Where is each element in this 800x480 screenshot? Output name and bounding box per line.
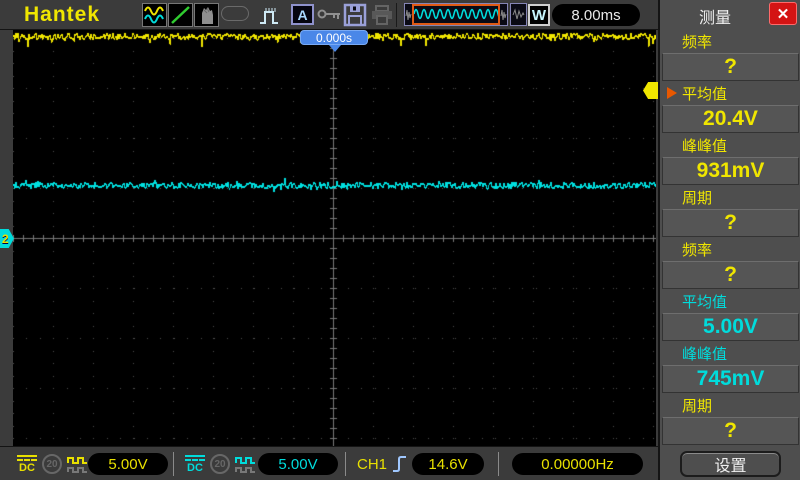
channel-waveforms-button[interactable] [142,3,167,27]
measurement-label-text: 频率 [682,31,712,52]
ch2-coupling-indicator: DC [182,447,208,480]
status-bar: DC 20 5.00V DC 20 [0,446,658,480]
cursor-measure-button[interactable] [168,3,193,27]
status-indicator-slot [221,6,249,21]
statusbar-divider [345,452,346,476]
trigger-source-indicator: CH1 [357,447,387,480]
pulse-trigger-button[interactable] [258,4,286,26]
measurement-label-text: 频率 [682,239,712,260]
measurement-label[interactable]: 峰峰值 [660,342,800,365]
reference-wave-button[interactable] [510,3,527,26]
measurement-label[interactable]: 频率 [660,238,800,261]
measurement-value: 5.00V [662,313,799,341]
key-icon [317,7,343,21]
close-button[interactable]: ✕ [769,2,797,25]
waveform-display [13,30,656,446]
measurement-value: ? [662,209,799,237]
save-button[interactable] [343,3,367,27]
ch1-coupling-label: DC [14,463,40,474]
time-position-value: 0.000s [316,31,352,45]
measurement-label[interactable]: 周期 [660,394,800,417]
window-mode-label: W [532,7,546,24]
wave-edge-right-icon [500,6,507,25]
preview-sine-icon [414,6,500,23]
measurement-label-text: 周期 [682,187,712,208]
settings-button[interactable]: 设置 [680,451,781,477]
measurement-value: ? [662,417,799,445]
ch1-bandwidth-indicator: 20 [42,447,62,480]
square-wave-icon [234,455,257,474]
diagonal-line-icon [169,4,192,26]
dual-wave-icon [143,4,166,26]
ch2-marker-label: 2 [2,232,9,246]
hantek-logo: Hantek [24,3,100,27]
timebase-value: 8.00ms [571,7,620,24]
measurement-label-text: 平均值 [682,83,727,104]
ch1-scale-readout: 5.00V [88,453,168,475]
oscilloscope-app: Hantek A [0,0,800,480]
dc-coupling-icon: DC [182,455,208,474]
print-button[interactable] [370,4,394,26]
ch1-coupling-indicator: DC [14,447,40,480]
measurement-value: 931mV [662,157,799,185]
measure-panel: 测量 ✕ 频率? 平均值 20.4V 峰峰值 931mV 周期? 频率? 平均值 5.00V 峰峰… [658,0,800,480]
panel-title: 测量 [660,4,770,28]
ch1-scale-value: 5.00V [108,456,147,473]
trigger-slope-indicator [391,447,409,480]
measurement-label-text: 峰峰值 [682,343,727,364]
toolbar-divider [396,3,397,27]
trigger-frequency-readout: 0.00000Hz [512,453,643,475]
hand-tool-button[interactable] [194,3,219,27]
measurement-value: 745mV [662,365,799,393]
measurement-label[interactable]: 峰峰值 [660,134,800,157]
bandwidth-limit-icon: 20 [210,454,230,474]
window-mode-button[interactable]: W [528,4,550,26]
measurement-label-text: 周期 [682,395,712,416]
statusbar-divider [498,452,499,476]
ch1-probe-indicator [66,447,89,480]
auto-trigger-button[interactable]: A [291,4,314,25]
close-icon: ✕ [777,5,790,23]
measurement-value: ? [662,53,799,81]
measurement-label[interactable]: 周期 [660,186,800,209]
measurement-label[interactable]: 平均值 [660,82,800,105]
rising-edge-icon [391,453,409,475]
ch2-coupling-label: DC [182,463,208,474]
measurement-label[interactable]: 频率 [660,30,800,53]
selection-arrow-icon [667,87,683,99]
trigger-frequency-value: 0.00000Hz [541,456,614,473]
wave-edge-left-icon [405,6,412,25]
measurement-label[interactable]: 平均值 [660,290,800,313]
dc-coupling-icon: DC [14,455,40,474]
ch2-scale-readout: 5.00V [258,453,338,475]
measurement-value: ? [662,261,799,289]
zoom-window[interactable] [412,4,500,25]
lock-button[interactable] [317,7,343,21]
ch2-probe-indicator [234,447,257,480]
horizontal-position-marker[interactable]: 0.000s [300,30,368,45]
measurement-value: 20.4V [662,105,799,133]
timebase-readout: 8.00ms [552,4,640,26]
floppy-disk-icon [343,3,367,27]
trigger-level-readout: 14.6V [412,453,484,475]
settings-button-label: 设置 [714,452,746,476]
ch2-bandwidth-indicator: 20 [210,447,230,480]
mini-wave-icon [512,6,525,23]
bandwidth-limit-icon: 20 [42,454,62,474]
statusbar-divider [173,452,174,476]
horizontal-position-preview[interactable] [404,3,508,26]
pulse-icon [258,4,286,26]
ch2-scale-value: 5.00V [278,456,317,473]
printer-icon [370,4,394,26]
measurement-list: 频率? 平均值 20.4V 峰峰值 931mV 周期? 频率? 平均值 5.00V 峰峰值 745m… [660,30,800,446]
trigger-source-label: CH1 [357,456,387,473]
top-toolbar: Hantek A [0,0,658,30]
measurement-label-text: 峰峰值 [682,135,727,156]
square-wave-icon [66,455,89,474]
trigger-level-value: 14.6V [428,456,467,473]
hand-icon [195,4,218,26]
measurement-label-text: 平均值 [682,291,727,312]
waveform-canvas [13,30,656,446]
auto-trigger-label: A [297,7,307,23]
